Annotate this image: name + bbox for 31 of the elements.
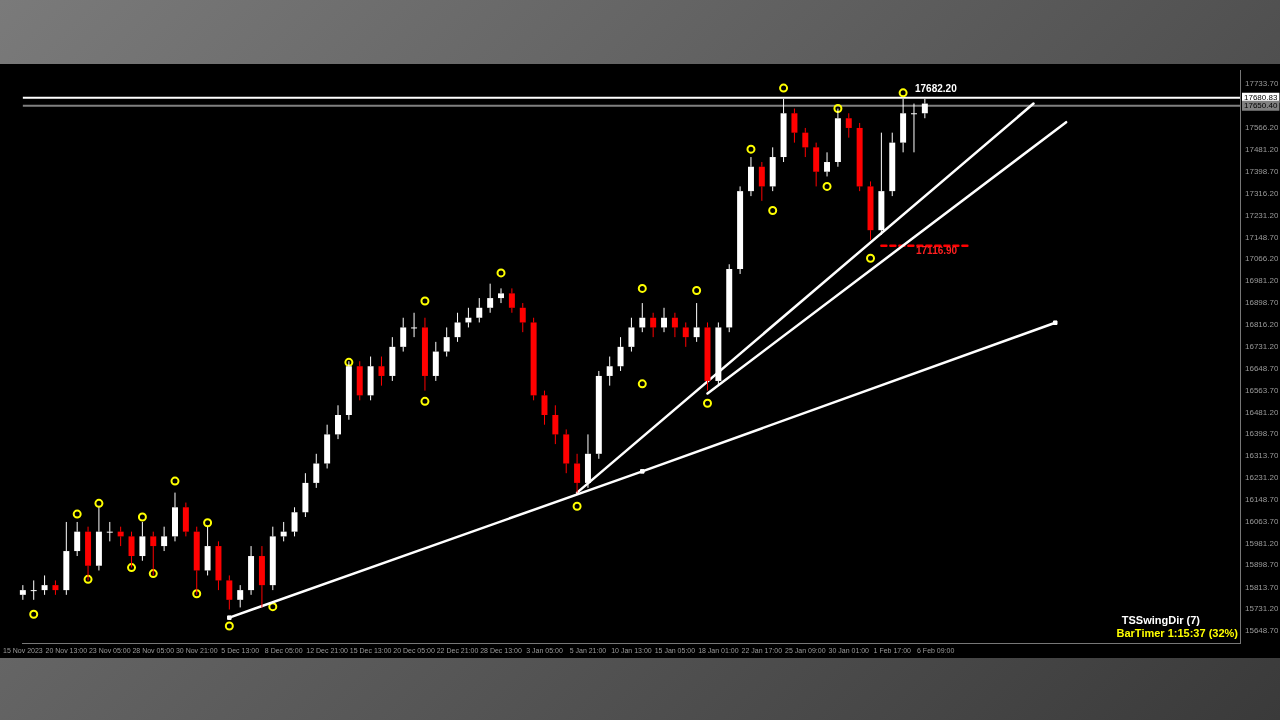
- y-tick-label: 17148.70: [1245, 232, 1279, 242]
- y-tick-label: 16148.70: [1245, 494, 1279, 504]
- y-tick-label: 16981.20: [1245, 276, 1279, 286]
- y-tick-label: 17566.20: [1245, 123, 1279, 133]
- y-tick-label: 15813.70: [1245, 582, 1279, 592]
- y-tick-label: 15731.20: [1245, 604, 1279, 614]
- annotation: TSSwingDir (7): [1121, 614, 1201, 627]
- y-tick-label: 16063.70: [1245, 516, 1279, 526]
- ref-line-label: 17680.83: [1244, 93, 1278, 103]
- y-tick-label: 17231.20: [1245, 210, 1279, 220]
- y-tick-label: 17733.70: [1245, 79, 1279, 89]
- y-tick-label: 15981.20: [1245, 538, 1279, 548]
- y-tick-label: 16898.70: [1245, 298, 1279, 308]
- y-tick-label: 16648.70: [1245, 363, 1279, 373]
- annotation: BarTimer 1:15:37 (32%): [1116, 627, 1239, 640]
- y-tick-label: 16313.70: [1245, 451, 1279, 461]
- y-tick-label: 16231.20: [1245, 473, 1279, 483]
- y-tick-label: 16731.20: [1245, 342, 1279, 351]
- y-tick-label: 17481.20: [1245, 145, 1279, 155]
- y-tick-label: 15898.70: [1245, 560, 1279, 570]
- y-tick-label: 16563.70: [1245, 385, 1279, 395]
- y-tick-label: 17066.20: [1245, 254, 1279, 264]
- annotation: 17116.90: [916, 244, 958, 256]
- y-tick-label: 15648.70: [1245, 625, 1279, 635]
- y-tick-label: 16398.70: [1245, 429, 1279, 439]
- ref-line-label: 17650.40: [1244, 101, 1278, 111]
- y-tick-label: 17316.20: [1245, 188, 1279, 198]
- annotation: 17682.20: [915, 82, 958, 94]
- y-tick-label: 17398.70: [1245, 167, 1279, 177]
- y-tick-label: 16816.20: [1245, 319, 1279, 329]
- y-tick-label: 16481.20: [1245, 407, 1279, 417]
